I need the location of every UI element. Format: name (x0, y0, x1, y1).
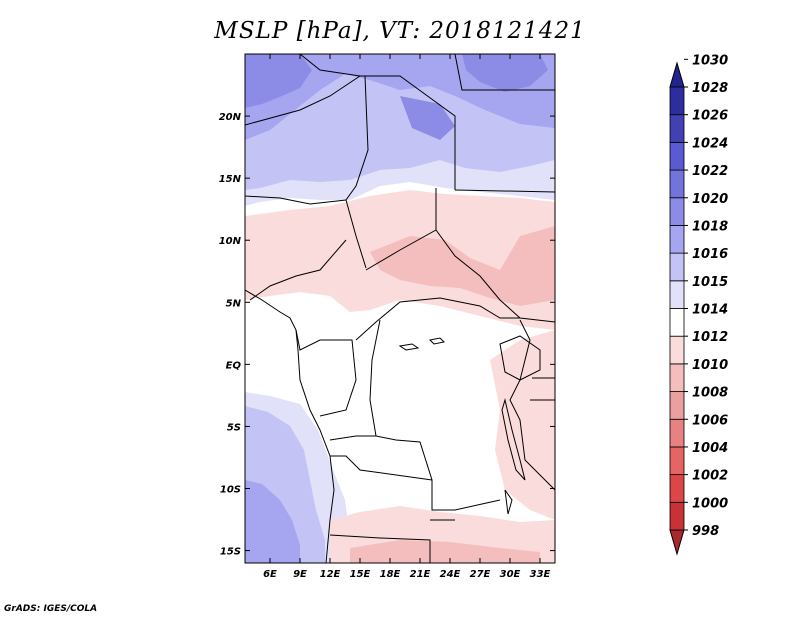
field-1020 (245, 54, 312, 108)
colorbar-segment (669, 446, 685, 476)
border-nigeria-cameroon (249, 239, 347, 301)
lat-tick-label: 10N (219, 236, 242, 247)
border-drc-north (355, 297, 520, 341)
colorbar-label: 1010 (692, 358, 728, 373)
border-congo (295, 329, 357, 417)
border-east2 (530, 377, 555, 401)
colorbar-low-arrow (669, 529, 685, 556)
colorbar-label: 1024 (692, 136, 728, 151)
colorbar-label: 1015 (692, 275, 728, 290)
colorbar-label: 1028 (692, 81, 728, 96)
colorbar-segment (669, 418, 685, 448)
border-angola (329, 435, 433, 481)
colorbar-segment (669, 280, 685, 309)
lake-malawi (504, 489, 513, 515)
colorbar-label: 1000 (692, 496, 728, 511)
pressure-field (245, 54, 555, 563)
field-1010 (370, 226, 555, 306)
lon-tick-label: 24E (440, 569, 461, 580)
longitude-axis: 6E 9E 12E 15E 18E 21E 24E 27E 30E 33E (263, 54, 551, 580)
border-car (365, 229, 555, 323)
lat-tick-label: EQ (226, 360, 242, 371)
lon-tick-label: 18E (380, 569, 401, 580)
lon-tick-label: 33E (530, 569, 551, 580)
lake-small-2 (428, 337, 446, 345)
colorbar-label: 1014 (692, 303, 728, 318)
field-1018-sw (245, 480, 300, 563)
colorbar-label: 1002 (692, 469, 728, 484)
lat-tick-label: 15S (220, 547, 241, 558)
colorbar-segment (669, 335, 685, 365)
map-title: MSLP [hPa], VT: 2018121421 (214, 18, 586, 44)
colorbar-segment (669, 252, 685, 282)
lon-tick-label: 30E (500, 569, 521, 580)
colorbar-segment (669, 141, 685, 171)
colorbar-label: 1022 (692, 164, 728, 179)
lat-tick-label: 15N (219, 174, 242, 185)
lon-tick-label: 27E (470, 569, 491, 580)
lat-tick-label: 20N (219, 112, 242, 123)
colorbar-segment (669, 197, 685, 226)
border-libya (299, 54, 555, 91)
colorbar-segment (669, 169, 685, 199)
colorbar-label: 1020 (692, 192, 728, 207)
colorbar-label: 998 (692, 524, 719, 539)
colorbar-label: 1030 (692, 53, 728, 68)
lat-tick-label: 5S (227, 422, 241, 433)
colorbar-label: 1018 (692, 219, 728, 234)
colorbar-segment (669, 308, 685, 337)
grads-credit: GrADS: IGES/COLA (4, 604, 98, 614)
border-east (509, 319, 555, 491)
lon-tick-label: 12E (320, 569, 341, 580)
border-chad (345, 75, 369, 269)
colorbar-label: 1004 (692, 441, 728, 456)
colorbar-label: 1008 (692, 386, 728, 401)
lat-tick-label: 10S (220, 485, 241, 496)
colorbar: 998 1000 1002 1004 1006 1008 1010 1012 1014 1015 1… (669, 53, 728, 556)
colorbar-segment (669, 363, 685, 392)
lake-tanganyika (501, 398, 526, 481)
lon-tick-label: 15E (350, 569, 371, 580)
colorbar-segment (669, 114, 685, 143)
colorbar-segment (669, 391, 685, 420)
colorbar-label: 1012 (692, 330, 728, 345)
colorbar-segment (669, 225, 685, 254)
colorbar-segment (669, 474, 685, 503)
field-1020-ne (462, 54, 548, 92)
border-drc-west (369, 319, 501, 511)
colorbar-label: 1026 (692, 109, 728, 124)
lon-tick-label: 6E (263, 569, 277, 580)
border-nigeria (245, 195, 347, 205)
border-sudan (435, 188, 555, 230)
lake-victoria (499, 335, 541, 381)
map-frame (244, 53, 556, 564)
colorbar-label: 1016 (692, 247, 728, 262)
lat-tick-label: 5N (226, 298, 242, 309)
field-1020-ne2 (400, 96, 455, 140)
colorbar-label: 1006 (692, 413, 728, 428)
lon-tick-label: 21E (410, 569, 431, 580)
coastline-west (245, 289, 335, 563)
field-1010-south (350, 540, 540, 563)
country-borders (245, 54, 555, 563)
lake-small-1 (398, 343, 420, 351)
colorbar-high-arrow (669, 61, 685, 88)
colorbar-segment (669, 501, 685, 531)
border-angola-south (329, 519, 455, 563)
lon-tick-label: 9E (293, 569, 307, 580)
colorbar-segment (669, 86, 685, 116)
latitude-axis: 20N 15N 10N 5N EQ 5S 10S 15S (219, 112, 555, 558)
